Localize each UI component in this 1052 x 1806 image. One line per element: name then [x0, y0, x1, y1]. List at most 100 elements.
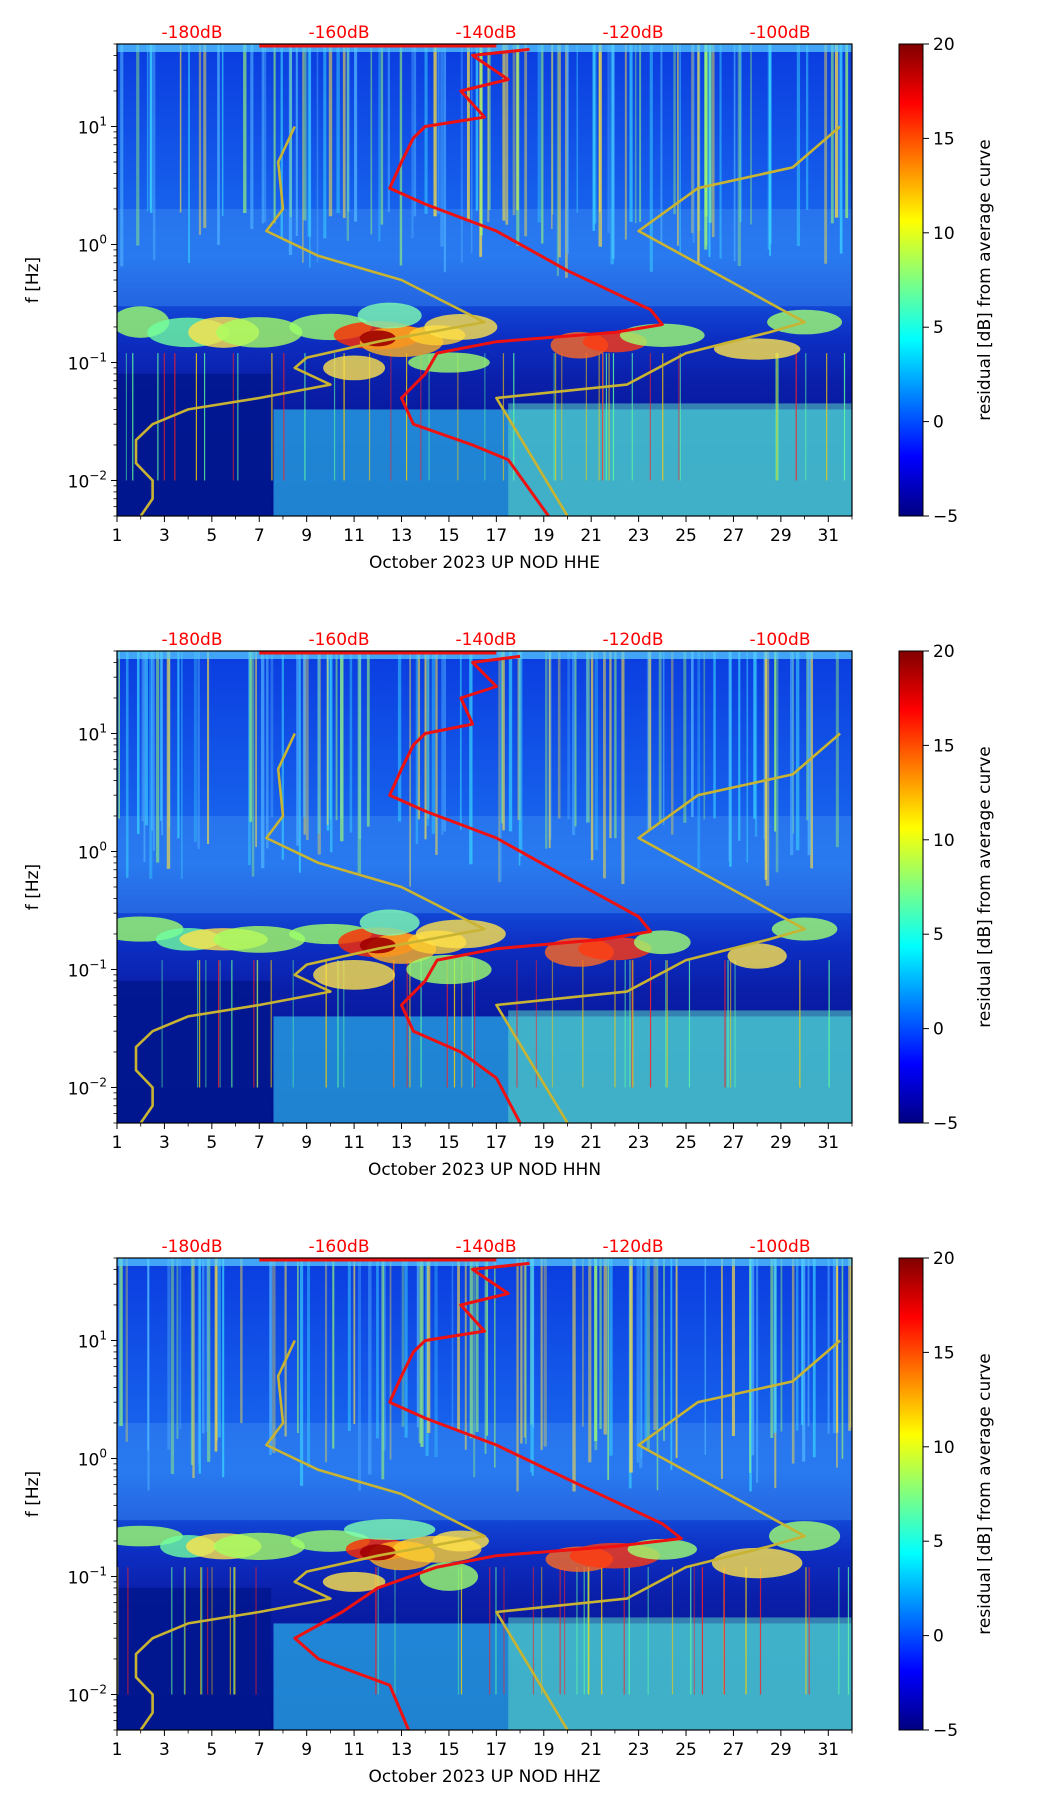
x-tick-label: 1: [112, 1133, 123, 1153]
transient-streak: [418, 1258, 422, 1444]
lowfreq-spike: [631, 353, 633, 481]
lowfreq-spike: [405, 353, 408, 481]
lowfreq-spike: [255, 1567, 257, 1695]
transient-streak: [518, 651, 521, 866]
transient-streak: [746, 651, 749, 863]
lowfreq-spike: [201, 1567, 203, 1695]
transient-streak: [159, 651, 163, 821]
transient-streak: [317, 651, 321, 834]
colorbar: [898, 1257, 924, 1731]
transient-streak: [346, 44, 350, 241]
lowfreq-spike: [503, 1567, 505, 1695]
x-tick-label: 27: [723, 1740, 745, 1760]
transient-streak: [198, 44, 202, 235]
transient-streak: [302, 44, 304, 263]
transient-streak: [520, 1258, 523, 1444]
lowfreq-spike: [231, 960, 233, 1088]
transient-streak: [599, 1258, 602, 1429]
microseism-blob: [634, 930, 691, 955]
lowfreq-spike: [598, 353, 600, 481]
transient-streak: [437, 44, 440, 215]
transient-streak: [192, 1258, 195, 1479]
transient-streak: [125, 651, 129, 878]
transient-streak: [487, 44, 490, 222]
lowfreq-spike: [624, 960, 626, 1088]
spectrogram-area: [117, 1258, 852, 1730]
transient-streak: [280, 44, 283, 238]
transient-streak: [502, 44, 506, 221]
transient-streak: [841, 1258, 844, 1459]
transient-streak: [807, 651, 811, 856]
lowfreq-spike: [541, 1567, 543, 1695]
x-tick-label: 3: [159, 1133, 170, 1153]
lowfreq-spike: [649, 960, 652, 1088]
transient-streak: [764, 651, 768, 880]
lowfreq-spike: [195, 353, 198, 481]
transient-streak: [697, 44, 700, 263]
colorbar-label: residual [dB] from average curve: [975, 1353, 995, 1634]
lowfreq-spike: [662, 353, 664, 481]
transient-streak: [176, 1258, 179, 1439]
transient-streak: [849, 1258, 852, 1428]
transient-streak: [457, 1258, 460, 1431]
x-tick-label: 15: [438, 1740, 460, 1760]
y-tick-label: 10−2: [68, 468, 107, 492]
transient-streak: [193, 651, 197, 842]
colorbar: [898, 650, 924, 1124]
lowfreq-spike: [203, 353, 206, 481]
microseism-blob: [419, 1562, 479, 1591]
transient-streak: [607, 1258, 610, 1480]
transient-streak: [317, 651, 321, 855]
lowfreq-spike: [805, 353, 807, 481]
transient-streak: [243, 44, 247, 214]
transient-streak: [329, 651, 332, 820]
db-scale-label: -160dB: [308, 630, 369, 650]
transient-streak: [572, 651, 576, 836]
transient-streak: [708, 44, 711, 257]
microseism-blob: [322, 1571, 386, 1592]
colorbar-tick-label: −5: [933, 1114, 958, 1134]
transient-streak: [679, 44, 682, 254]
lowfreq-spike: [253, 960, 255, 1088]
microseism-haze: [117, 815, 852, 914]
transient-streak: [484, 1258, 487, 1454]
lowfreq-spike: [799, 960, 801, 1088]
transient-streak: [443, 44, 447, 273]
x-tick-label: 25: [675, 1133, 697, 1153]
y-tick-base: 10: [78, 725, 100, 745]
x-tick-label: 3: [159, 1740, 170, 1760]
y-tick-base: 10: [68, 354, 90, 374]
transient-streak: [502, 651, 505, 831]
transient-streak: [284, 1258, 287, 1437]
y-tick-exponent: 1: [99, 1328, 107, 1342]
transient-streak: [214, 1258, 218, 1452]
lowfreq-spike: [420, 353, 422, 481]
lowfreq-spike: [406, 960, 408, 1088]
db-scale-label: -120dB: [602, 23, 663, 43]
lowfreq-spike: [270, 960, 272, 1088]
transient-streak: [639, 44, 642, 222]
x-tick-label: 23: [628, 1133, 650, 1153]
lowfreq-spike: [745, 1567, 747, 1695]
y-tick-exponent: 0: [99, 1446, 107, 1460]
transient-streak: [739, 44, 742, 223]
transient-streak: [303, 44, 307, 221]
transient-streak: [190, 1258, 194, 1466]
transient-streak: [585, 651, 589, 824]
transient-streak: [508, 651, 513, 832]
transient-streak: [336, 44, 340, 214]
transient-streak: [206, 651, 210, 845]
transient-streak: [473, 1258, 476, 1478]
colorbar-tick-label: 20: [933, 1249, 955, 1269]
transient-streak: [441, 651, 444, 835]
transient-streak: [358, 651, 362, 839]
x-tick-label: 1: [112, 1740, 123, 1760]
quiet-band: [117, 373, 272, 516]
colorbar: [898, 43, 924, 517]
y-tick-base: 10: [78, 843, 100, 863]
y-tick-exponent: −2: [89, 468, 107, 482]
x-tick-label: 19: [533, 1133, 555, 1153]
transient-streak: [151, 651, 154, 831]
x-tick-label: 25: [675, 526, 697, 546]
